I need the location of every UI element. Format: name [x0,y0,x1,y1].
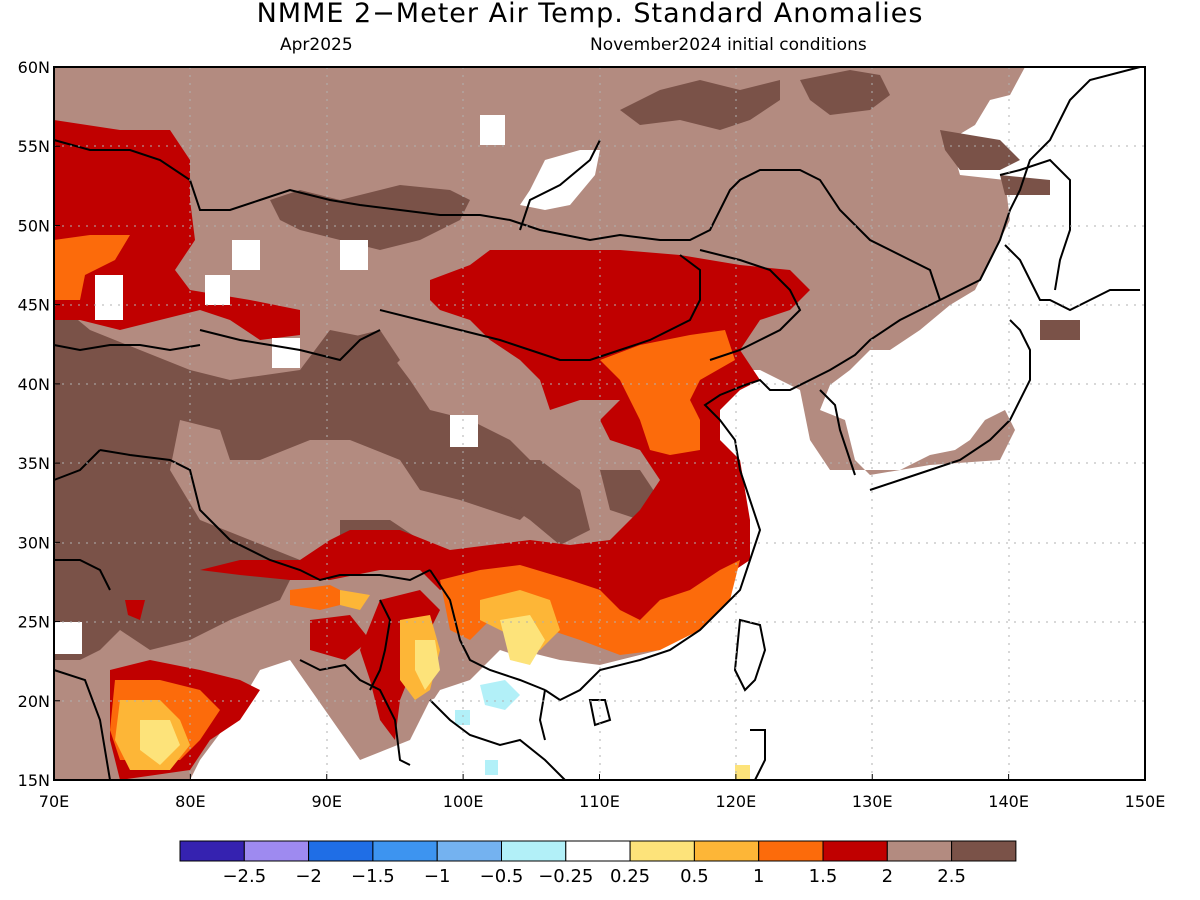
colorbar-swatch [565,840,631,862]
y-tick-label: 15N [18,771,50,790]
colorbar-label: 2.5 [937,866,966,887]
colorbar-swatch [951,840,1017,862]
anomaly-region-cyan [455,680,520,775]
x-tick-label: 150E [1125,792,1166,811]
colorbar-swatch [501,840,567,862]
y-tick-label: 35N [18,454,50,473]
y-tick-label: 45N [18,296,50,315]
colorbar-swatch [308,840,374,862]
y-tick-label: 60N [18,58,50,77]
colorbar-swatch [758,840,824,862]
colorbar-label: 1.5 [808,866,838,887]
y-tick-label: 30N [18,533,50,552]
colorbar-label: 0.5 [680,866,709,887]
colorbar-swatch [179,840,245,862]
colorbar-label: −2 [295,866,322,887]
y-tick-label: 25N [18,613,50,632]
colorbar-label: −0.5 [479,866,524,887]
colorbar-label: −1 [423,866,451,887]
x-tick-label: 70E [39,792,69,811]
colorbar-swatch [693,840,760,862]
x-tick-label: 90E [312,792,342,811]
initial-conditions: November2024 initial conditions [590,35,867,55]
x-tick-label: 80E [175,792,205,811]
y-tick-label: 50N [18,216,50,235]
y-tick-label: 55N [18,137,50,156]
colorbar-label: 0.25 [610,866,651,887]
colorbar-label: −1.5 [351,866,395,887]
x-tick-label: 140E [988,792,1029,811]
coastlines [53,66,1141,781]
colorbar-label: 2 [881,866,894,887]
axis-labels: 70E 80E 90E 100E 110E 120E 130E 140E 150E 15N 20N 2… [18,58,1166,811]
y-tick-label: 40N [18,375,50,394]
map-title: NMME 2−Meter Air Temp. Standard Anomalie… [256,0,924,29]
colorbar-swatch [886,840,953,862]
colorbar-swatch [243,840,310,862]
colorbar-label: 1 [752,866,765,887]
x-tick-label: 100E [443,792,484,811]
gridlines [54,67,1145,780]
colorbar [179,840,1017,862]
y-tick-label: 20N [18,692,50,711]
forecast-month: Apr2025 [280,35,353,55]
x-tick-label: 120E [716,792,757,811]
anomaly-region-yellow [140,615,750,780]
colorbar-label: −0.25 [538,866,594,887]
colorbar-label: −2.5 [222,866,267,887]
colorbar-swatch [629,840,695,862]
x-tick-label: 130E [852,792,893,811]
colorbar-swatch [436,840,503,862]
colorbar-swatch [822,840,888,862]
colorbar-swatch [372,840,438,862]
x-tick-label: 110E [579,792,620,811]
anomaly-field [54,67,1145,780]
